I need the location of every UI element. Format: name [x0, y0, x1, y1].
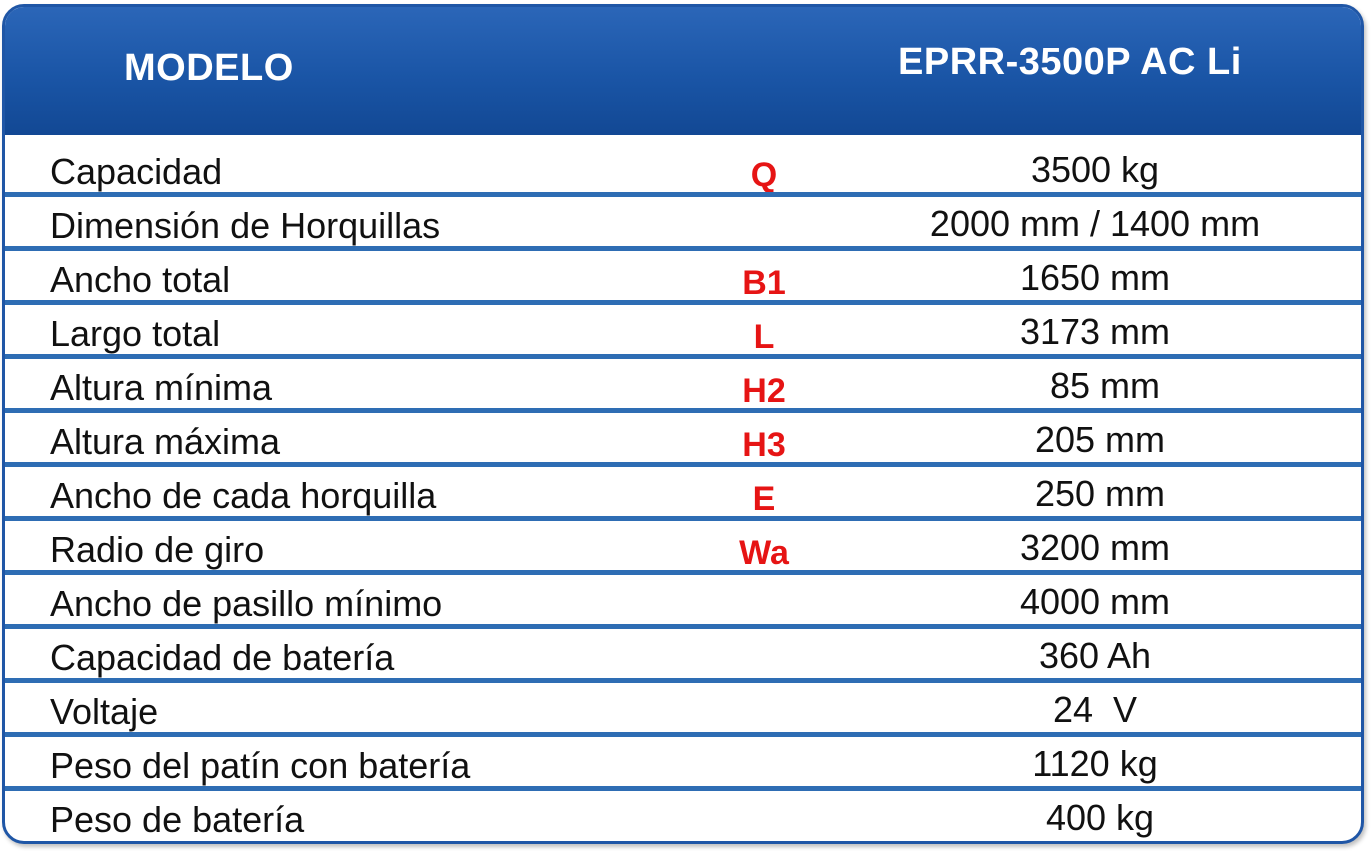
row-value: 2000 mm / 1400 mm: [929, 203, 1261, 244]
row-label: Ancho de pasillo mínimo: [50, 583, 443, 624]
table-row: Altura máxima H3 205 mm: [5, 413, 1361, 467]
table-row: Altura mínima H2 85 mm: [5, 359, 1361, 413]
row-symbol: Q: [750, 156, 778, 194]
row-label: Ancho total: [50, 259, 231, 300]
row-label: Peso de batería: [50, 799, 305, 840]
row-label: Capacidad: [50, 151, 223, 192]
table-body: Capacidad Q 3500 kg Dimensión de Horquil…: [5, 143, 1361, 841]
row-value: 24 V: [1052, 689, 1138, 730]
table-row: Ancho de cada horquilla E 250 mm: [5, 467, 1361, 521]
row-symbol: B1: [742, 264, 786, 302]
table-row: Voltaje 24 V: [5, 683, 1361, 737]
spec-table: MODELO EPRR-3500P AC Li Capacidad Q 3500…: [2, 4, 1364, 844]
row-label: Peso del patín con batería: [50, 745, 471, 786]
row-label: Voltaje: [50, 691, 159, 732]
row-label: Capacidad de batería: [50, 637, 395, 678]
row-symbol: L: [753, 318, 775, 356]
row-symbol: Wa: [739, 534, 789, 572]
row-value: 3200 mm: [1019, 527, 1171, 568]
row-value: 1650 mm: [1019, 257, 1171, 298]
table-row: Ancho total B1 1650 mm: [5, 251, 1361, 305]
row-label: Largo total: [50, 313, 221, 354]
row-symbol: H2: [742, 372, 786, 410]
table-header: MODELO EPRR-3500P AC Li: [5, 7, 1361, 135]
row-value: 360 Ah: [1038, 635, 1152, 676]
table-row: Capacidad Q 3500 kg: [5, 143, 1361, 197]
row-value: 205 mm: [1024, 419, 1166, 460]
table-row: Peso del patín con batería 1120 kg: [5, 737, 1361, 791]
row-value: 400 kg: [1035, 797, 1155, 838]
row-value: 85 mm: [1029, 365, 1161, 406]
row-value: 3173 mm: [1019, 311, 1171, 352]
table-row: Largo total L 3173 mm: [5, 305, 1361, 359]
table-row: Ancho de pasillo mínimo 4000 mm: [5, 575, 1361, 629]
table-row: Capacidad de batería 360 Ah: [5, 629, 1361, 683]
row-value: 250 mm: [1024, 473, 1166, 514]
header-label: MODELO: [124, 47, 294, 89]
row-symbol: H3: [742, 426, 786, 464]
row-label: Dimensión de Horquillas: [50, 205, 441, 246]
row-value: 3500 kg: [1030, 149, 1160, 190]
row-value: 4000 mm: [1019, 581, 1171, 622]
table-row: Dimensión de Horquillas 2000 mm / 1400 m…: [5, 197, 1361, 251]
row-label: Ancho de cada horquilla: [50, 475, 437, 516]
header-model: EPRR-3500P AC Li: [898, 41, 1242, 83]
row-label: Altura máxima: [50, 421, 281, 462]
row-symbol: E: [752, 480, 776, 518]
table-row: Peso de batería 400 kg: [5, 791, 1361, 841]
row-value: 1120 kg: [1032, 743, 1158, 784]
table-row: Radio de giro Wa 3200 mm: [5, 521, 1361, 575]
row-label: Altura mínima: [50, 367, 273, 408]
row-label: Radio de giro: [50, 529, 265, 570]
